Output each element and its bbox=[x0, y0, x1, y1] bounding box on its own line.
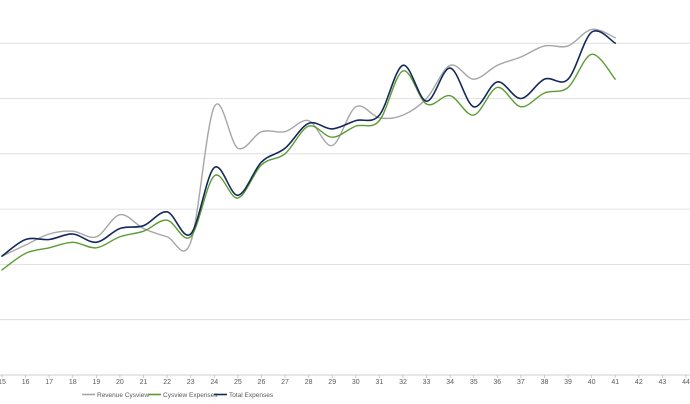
x-tick-label: 18 bbox=[69, 379, 77, 386]
legend: Revenue Cysview Cysview Expenses Total Exp… bbox=[82, 392, 274, 399]
x-tick-label: 41 bbox=[611, 379, 619, 386]
series-lines bbox=[1, 28, 617, 271]
x-tick-label: 27 bbox=[281, 379, 289, 386]
x-tick-label: 38 bbox=[541, 379, 549, 386]
gridlines bbox=[0, 42, 690, 321]
x-tick-label: 32 bbox=[399, 379, 407, 386]
legend-item: Revenue Cysview bbox=[82, 392, 149, 399]
legend-item: Cysview Expenses bbox=[148, 392, 218, 399]
x-tick-label: 26 bbox=[258, 379, 266, 386]
legend-item: Total Expenses bbox=[214, 392, 274, 399]
series-line-cysview-expenses bbox=[1, 53, 616, 271]
x-axis: 15 16 17 18 19 20 21 22 23 24 25 26 27 28 29 30 31 32 33 34… bbox=[0, 374, 690, 386]
legend-label: Revenue Cysview bbox=[97, 392, 149, 399]
series-line-total-expenses bbox=[1, 30, 617, 257]
x-tick-label: 25 bbox=[234, 379, 242, 386]
x-tick-label: 40 bbox=[588, 379, 596, 386]
x-tick-label: 31 bbox=[375, 379, 383, 386]
legend-label: Total Expenses bbox=[229, 392, 274, 399]
x-tick-label: 19 bbox=[92, 379, 100, 386]
x-tick-label: 16 bbox=[22, 379, 30, 386]
x-tick-label: 24 bbox=[210, 379, 218, 386]
x-tick-label: 28 bbox=[305, 379, 313, 386]
x-tick-label: 37 bbox=[517, 379, 525, 386]
x-tick-label: 42 bbox=[635, 379, 643, 386]
x-tick-label: 30 bbox=[352, 379, 360, 386]
x-tick-label: 36 bbox=[493, 379, 501, 386]
x-tick-label: 43 bbox=[659, 379, 667, 386]
x-tick-label: 22 bbox=[163, 379, 171, 386]
x-tick-label: 23 bbox=[187, 379, 195, 386]
legend-label: Cysview Expenses bbox=[163, 392, 218, 399]
x-tick-label: 17 bbox=[45, 379, 53, 386]
x-tick-label: 44 bbox=[682, 379, 690, 386]
x-tick-label: 34 bbox=[446, 379, 454, 386]
x-tick-label: 33 bbox=[423, 379, 431, 386]
x-tick-label: 20 bbox=[116, 379, 124, 386]
series-line-revenue-cysview bbox=[1, 28, 616, 257]
x-tick-label: 21 bbox=[140, 379, 148, 386]
x-tick-label: 15 bbox=[0, 379, 6, 386]
x-tick-label: 35 bbox=[470, 379, 478, 386]
x-tick-label: 29 bbox=[328, 379, 336, 386]
x-tick-label: 39 bbox=[564, 379, 572, 386]
